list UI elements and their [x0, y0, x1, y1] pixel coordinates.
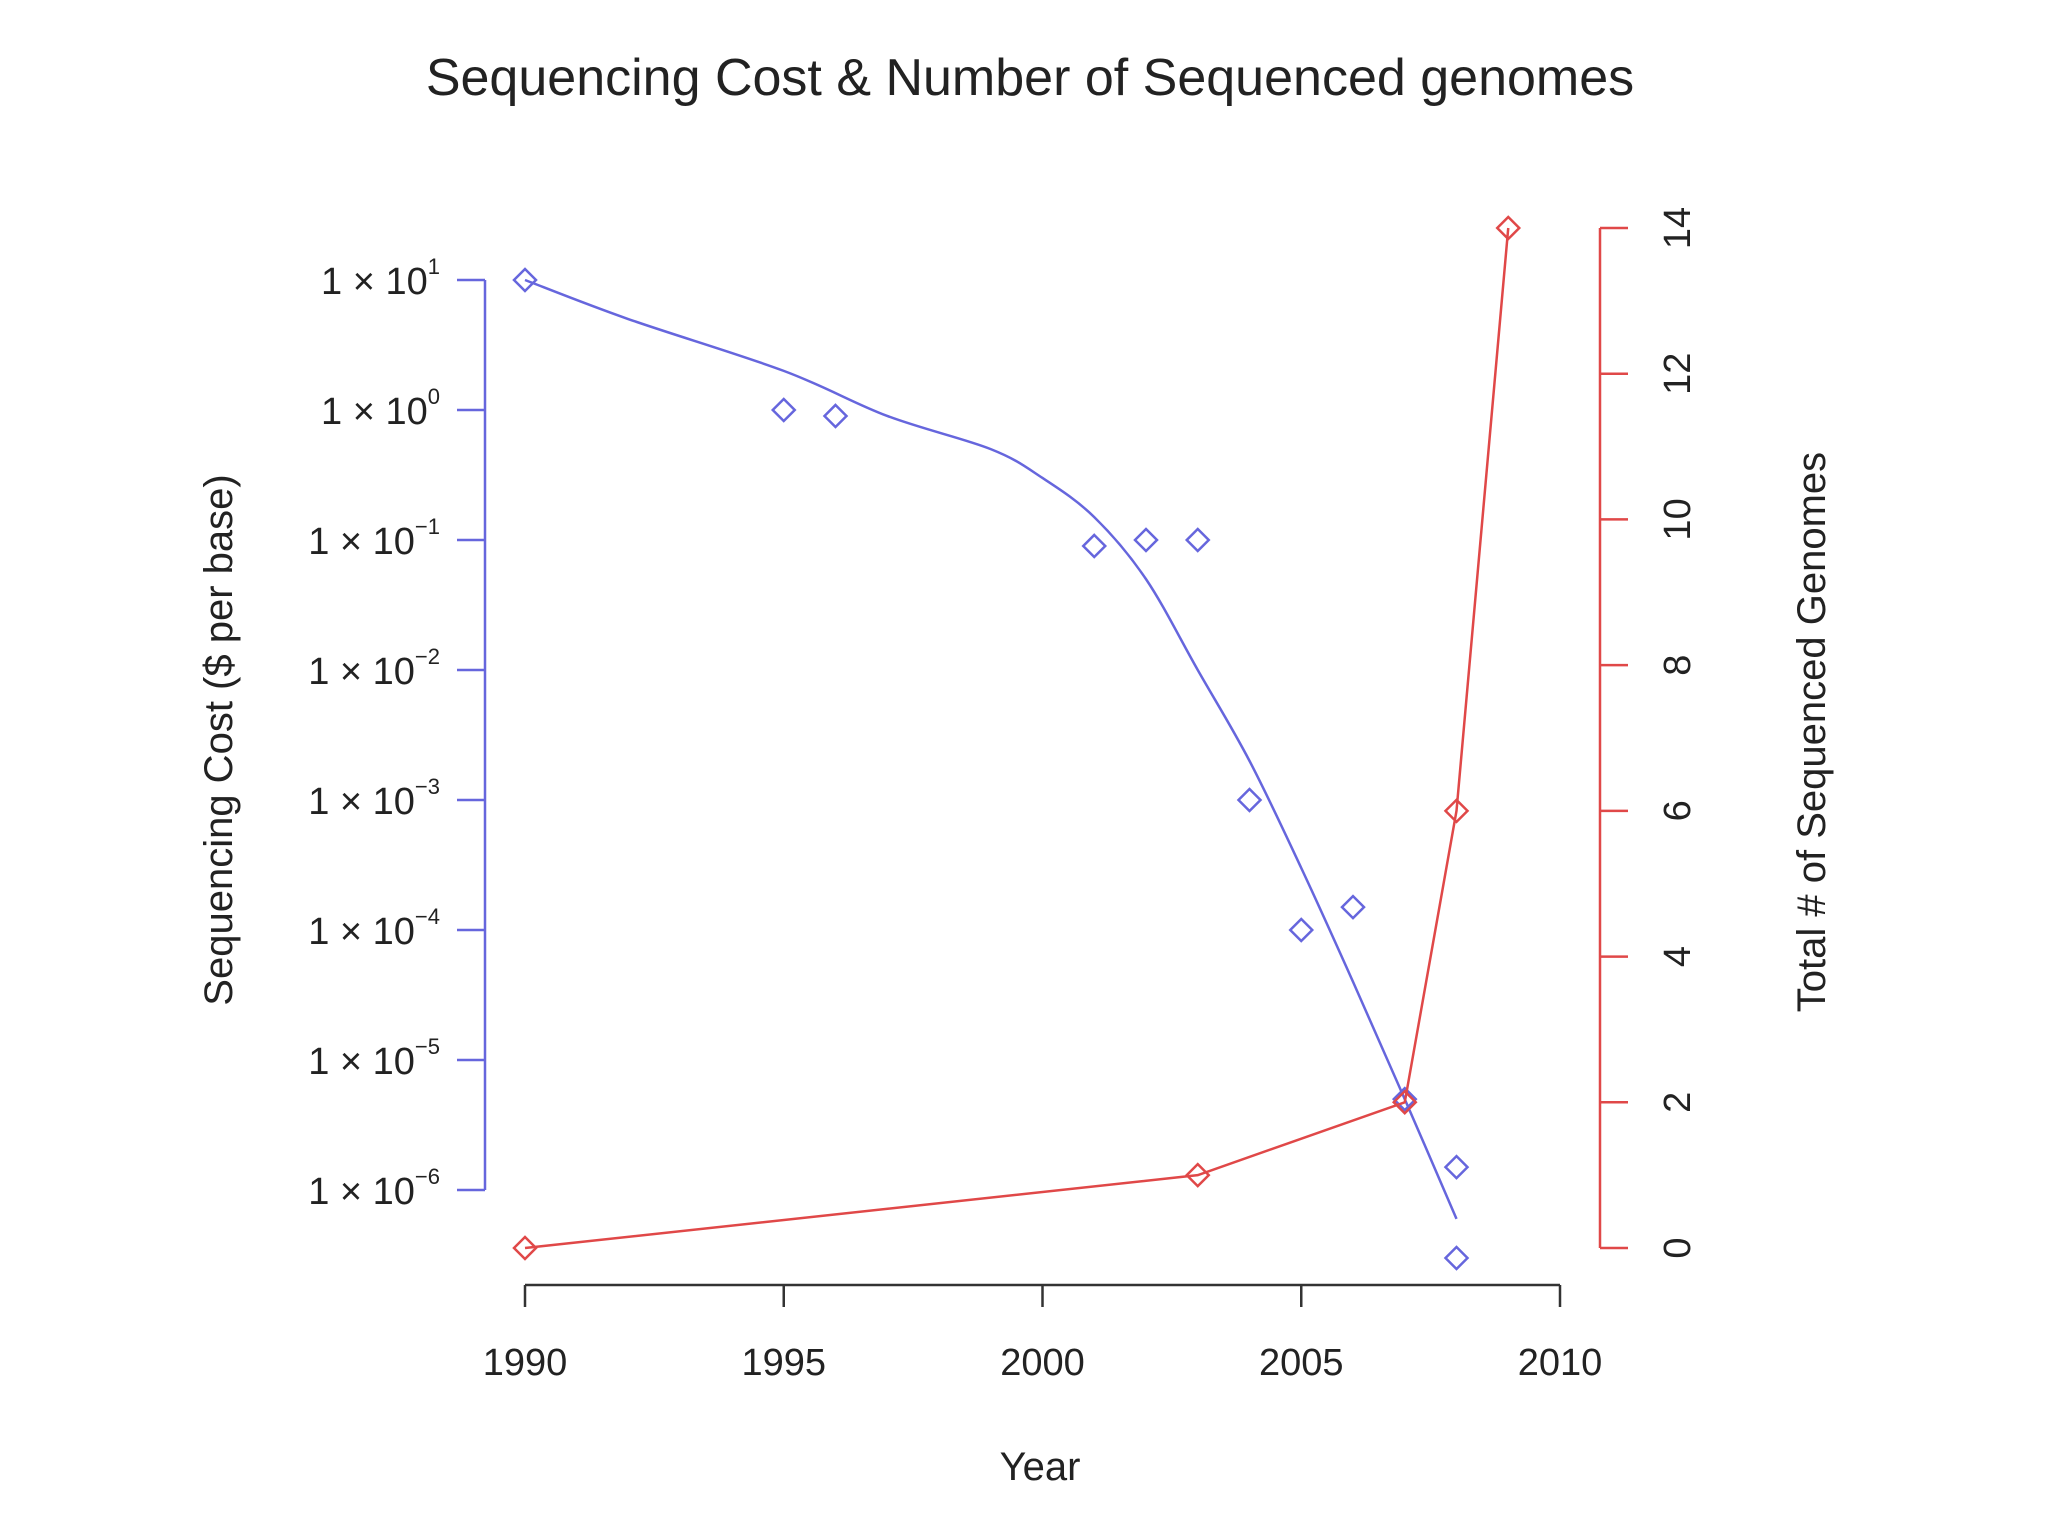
genomes-data-point — [512, 1235, 538, 1261]
x-tick-label: 1990 — [483, 1342, 568, 1384]
y-right-tick-label: 4 — [1657, 946, 1699, 967]
x-tick-label: 2005 — [1259, 1342, 1344, 1384]
series-layer — [512, 215, 1522, 1271]
y-right-tick-label: 0 — [1657, 1237, 1699, 1258]
y-left-tick-label: 1 × 10−3 — [308, 774, 440, 823]
genomes-data-point — [1443, 798, 1470, 824]
genomes-series-line — [524, 227, 1510, 1250]
y-right-axis-label: Total # of Sequenced Genomes — [1790, 452, 1834, 1012]
y-right-tick-label: 12 — [1657, 353, 1699, 395]
cost-data-point — [1288, 917, 1315, 943]
y-right-tick-label: 8 — [1657, 655, 1699, 676]
y-right-axis: 0 2 4 6 8 10 12 14 — [1598, 207, 1699, 1259]
x-tick-label: 2000 — [1000, 1342, 1085, 1384]
cost-data-point — [1443, 1154, 1470, 1180]
x-tick-label: 2010 — [1518, 1342, 1603, 1384]
y-left-tick-label: 1 × 10−2 — [308, 644, 440, 693]
cost-data-point — [770, 397, 797, 423]
genomes-data-point — [1184, 1162, 1211, 1188]
cost-data-point — [1340, 894, 1366, 920]
y-left-tick-label: 1 × 10−1 — [308, 514, 440, 563]
y-left-tick-label: 1 × 10−6 — [308, 1164, 440, 1213]
cost-data-point — [1391, 1086, 1418, 1112]
x-axis: 1990 1995 2000 2005 2010 — [483, 1283, 1603, 1384]
y-left-tick-label: 1 × 10−4 — [308, 904, 440, 953]
y-right-tick-label: 2 — [1657, 1092, 1699, 1113]
cost-data-point — [512, 267, 538, 293]
cost-data-point — [1443, 1245, 1470, 1271]
genomes-data-point — [1391, 1089, 1418, 1116]
genomes-data-point — [1495, 215, 1522, 241]
x-tick-label: 1995 — [741, 1342, 826, 1384]
y-left-tick-label: 1 × 10−5 — [308, 1034, 440, 1083]
chart-title: Sequencing Cost & Number of Sequenced ge… — [426, 49, 1634, 107]
y-left-axis: 1 × 101 1 × 100 1 × 10−1 1 × 10−2 1 × 10−3 1 … — [308, 254, 487, 1213]
x-axis-label: Year — [1000, 1445, 1081, 1489]
y-right-tick-label: 6 — [1657, 800, 1699, 821]
y-left-tick-label: 1 × 101 — [321, 254, 440, 303]
y-left-axis-label: Sequencing Cost ($ per base) — [197, 474, 241, 1005]
y-left-tick-label: 1 × 100 — [321, 384, 440, 433]
cost-data-point — [1081, 533, 1108, 559]
cost-data-point — [822, 403, 849, 429]
cost-trend-line — [524, 278, 1458, 1220]
cost-data-point — [1184, 527, 1211, 553]
cost-data-point — [1133, 527, 1159, 553]
y-right-tick-label: 10 — [1657, 498, 1699, 540]
y-right-tick-label: 14 — [1657, 207, 1699, 249]
cost-data-point — [1236, 787, 1263, 813]
